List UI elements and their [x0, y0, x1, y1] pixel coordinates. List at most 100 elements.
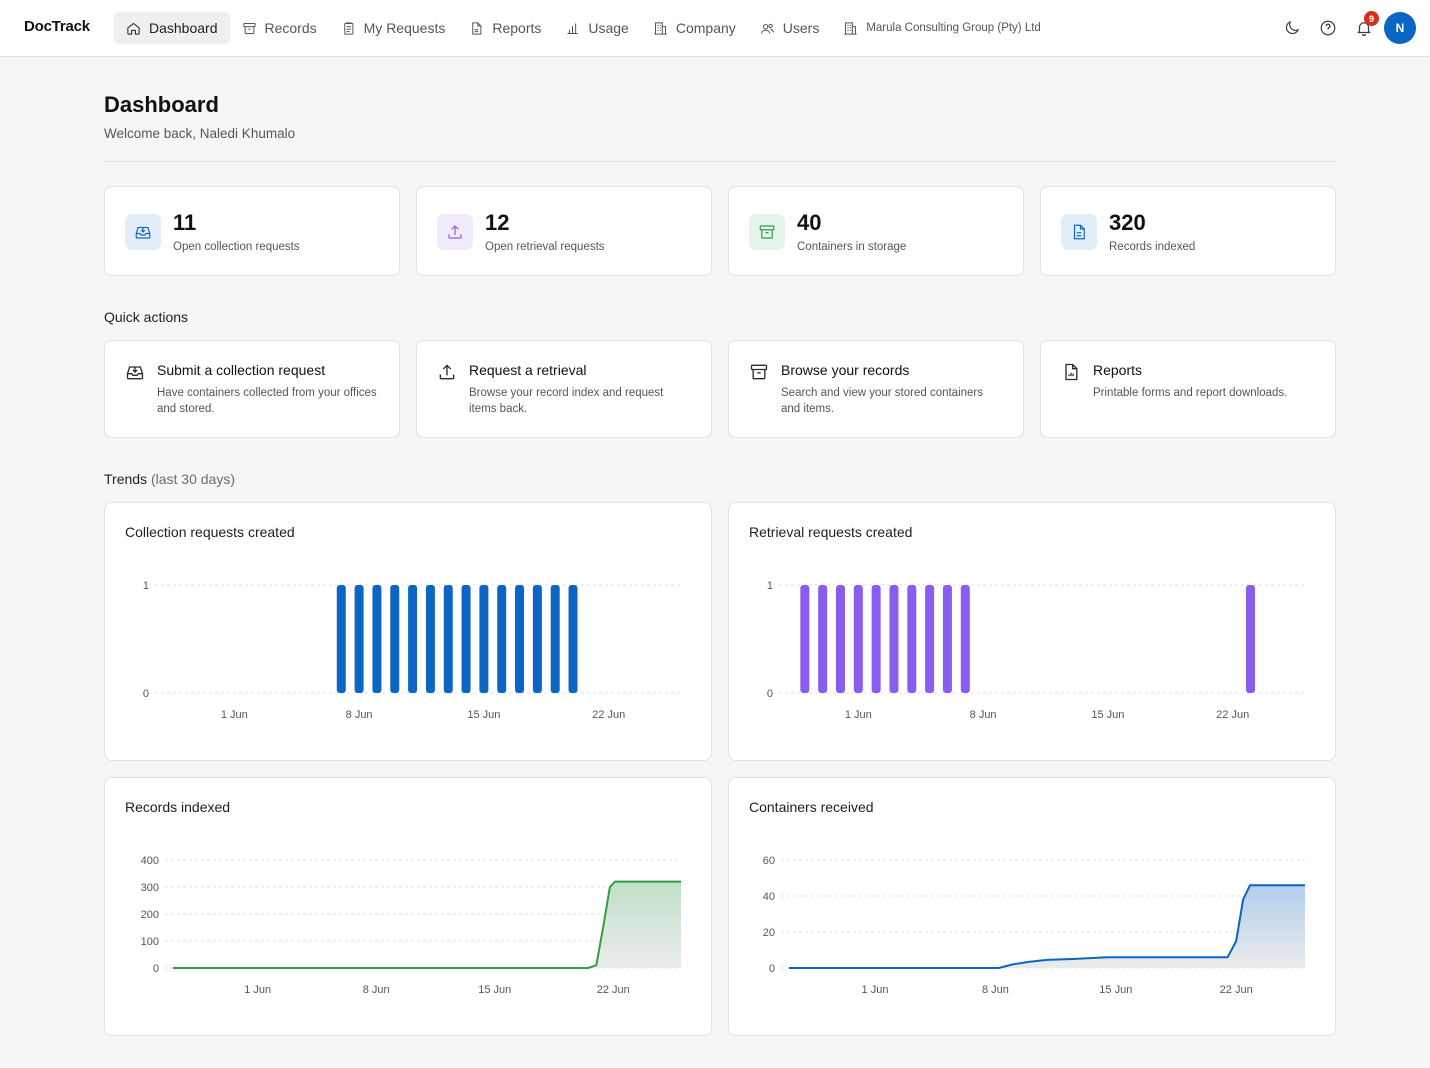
stat-label: Open collection requests [173, 241, 300, 253]
quick-action-reports[interactable]: Reports Printable forms and report downl… [1040, 340, 1336, 438]
home-icon [127, 22, 140, 35]
clipboard-icon [343, 21, 354, 35]
quick-action-submit-collection[interactable]: Submit a collection request Have contain… [104, 340, 400, 438]
quick-action-title: Reports [1093, 362, 1143, 378]
x-tick-label: 8 Jun [982, 984, 1009, 996]
company-switcher[interactable]: Marula Consulting Group (Pty) Ltd [831, 12, 1053, 44]
chart-bar[interactable] [1246, 585, 1256, 693]
quick-action-browse-records[interactable]: Browse your records Search and view your… [728, 340, 1024, 438]
x-tick-label: 1 Jun [244, 984, 271, 996]
nav-item-label: Usage [588, 20, 629, 36]
archive-icon [242, 22, 256, 34]
quick-actions-heading: Quick actions [104, 309, 189, 325]
chart-bar[interactable] [889, 585, 899, 693]
user-avatar[interactable]: N [1384, 12, 1416, 44]
trends-heading-note: (last 30 days) [150, 471, 235, 487]
stat-value: 320 [1109, 210, 1146, 235]
building-icon [844, 21, 858, 35]
stat-card-containers-in-storage: 40 Containers in storage [728, 186, 1024, 276]
report-file-icon [1065, 363, 1078, 381]
chart-bar[interactable] [550, 585, 560, 693]
y-tick-label: 300 [141, 882, 159, 894]
chart-bar[interactable] [408, 585, 418, 693]
chart-bar[interactable] [461, 585, 471, 693]
quick-action-description: Have containers collected from your offi… [157, 387, 377, 415]
chart-bar[interactable] [443, 585, 453, 693]
nav-menu: Dashboard Records My Requests Reports Us… [114, 12, 1053, 44]
chart-title: Records indexed [125, 799, 231, 815]
bar-chart-icon [567, 23, 578, 34]
chart-bar[interactable] [532, 585, 542, 693]
y-tick-label: 200 [141, 909, 159, 921]
chart-bar[interactable] [818, 585, 828, 693]
quick-action-request-retrieval[interactable]: Request a retrieval Browse your record i… [416, 340, 712, 438]
theme-toggle-button[interactable] [1276, 12, 1308, 44]
chart-bar[interactable] [942, 585, 952, 693]
chart-bar[interactable] [960, 585, 970, 693]
top-navigation-bar: DocTrack Dashboard Records My Requests R… [0, 0, 1430, 57]
stat-label: Open retrieval requests [485, 241, 605, 253]
nav-item-label: Reports [492, 20, 542, 36]
archive-box-icon [759, 225, 775, 239]
stat-value: 12 [485, 210, 510, 235]
y-tick-label: 1 [143, 580, 149, 592]
chart-bar[interactable] [835, 585, 845, 693]
nav-item-records[interactable]: Records [230, 12, 329, 44]
x-tick-label: 1 Jun [221, 709, 248, 721]
chart-bar[interactable] [479, 585, 489, 693]
chart-card-retrieval-requests: Retrieval requests created 0 1 1 Jun 8 Jun 1… [728, 502, 1336, 761]
chart-bar[interactable] [800, 585, 810, 693]
chart-bar[interactable] [515, 585, 525, 693]
trends-heading: Trends (last 30 days) [104, 471, 235, 487]
chart-title: Containers received [749, 799, 874, 815]
nav-item-reports[interactable]: Reports [457, 12, 553, 44]
stat-icon-tile [1061, 214, 1097, 250]
chart-bar[interactable] [336, 585, 346, 693]
nav-item-label: Users [782, 20, 820, 36]
nav-item-company[interactable]: Company [641, 12, 748, 44]
nav-actions: 9 N [1272, 11, 1416, 44]
chart-bar[interactable] [372, 585, 382, 693]
chart-bar[interactable] [853, 585, 863, 693]
header-divider [104, 161, 1336, 162]
y-tick-label: 20 [763, 927, 775, 939]
stat-value: 11 [173, 210, 197, 235]
brand-logo[interactable]: DocTrack [24, 18, 90, 35]
x-tick-label: 22 Jun [597, 984, 630, 996]
notifications-button[interactable]: 9 [1348, 11, 1380, 44]
stat-icon-tile [749, 214, 785, 250]
inbox-download-icon [135, 226, 151, 239]
series-line[interactable] [789, 884, 1305, 969]
area-fill [789, 885, 1305, 968]
nav-item-usage[interactable]: Usage [553, 12, 640, 44]
nav-item-users[interactable]: Users [748, 12, 832, 44]
nav-item-my-requests[interactable]: My Requests [329, 12, 458, 44]
quick-action-title: Request a retrieval [469, 362, 587, 378]
chart-bar[interactable] [871, 585, 881, 693]
chart-bar[interactable] [390, 585, 400, 693]
stat-card-open-collection-requests: 11 Open collection requests [104, 186, 400, 276]
chart-containers-received: 0 20 40 60 1 Jun 8 Jun 15 Jun 22 Jun [763, 855, 1305, 996]
x-tick-label: 1 Jun [862, 984, 889, 996]
chart-bar[interactable] [425, 585, 435, 693]
nav-item-dashboard[interactable]: Dashboard [114, 12, 230, 44]
chart-bar[interactable] [907, 585, 917, 693]
archive-box-icon [750, 364, 768, 380]
chart-title: Retrieval requests created [749, 524, 913, 540]
quick-action-title: Browse your records [781, 362, 910, 378]
chart-card-collection-requests: Collection requests created 0 1 1 Jun 8 Jun… [104, 502, 712, 761]
chart-title: Collection requests created [125, 524, 295, 540]
chart-bar[interactable] [925, 585, 935, 693]
chart-bar[interactable] [354, 585, 364, 693]
x-tick-label: 8 Jun [970, 709, 997, 721]
series-line[interactable] [173, 880, 681, 969]
stat-label: Records indexed [1109, 241, 1196, 253]
welcome-message: Welcome back, Naledi Khumalo [104, 126, 296, 141]
help-button[interactable] [1312, 12, 1344, 44]
chart-bar[interactable] [497, 585, 507, 693]
chart-bar[interactable] [568, 585, 578, 693]
quick-action-description: Printable forms and report downloads. [1093, 387, 1288, 399]
moon-icon [1285, 20, 1300, 35]
y-tick-label: 0 [769, 963, 775, 975]
nav-item-label: My Requests [363, 20, 446, 36]
